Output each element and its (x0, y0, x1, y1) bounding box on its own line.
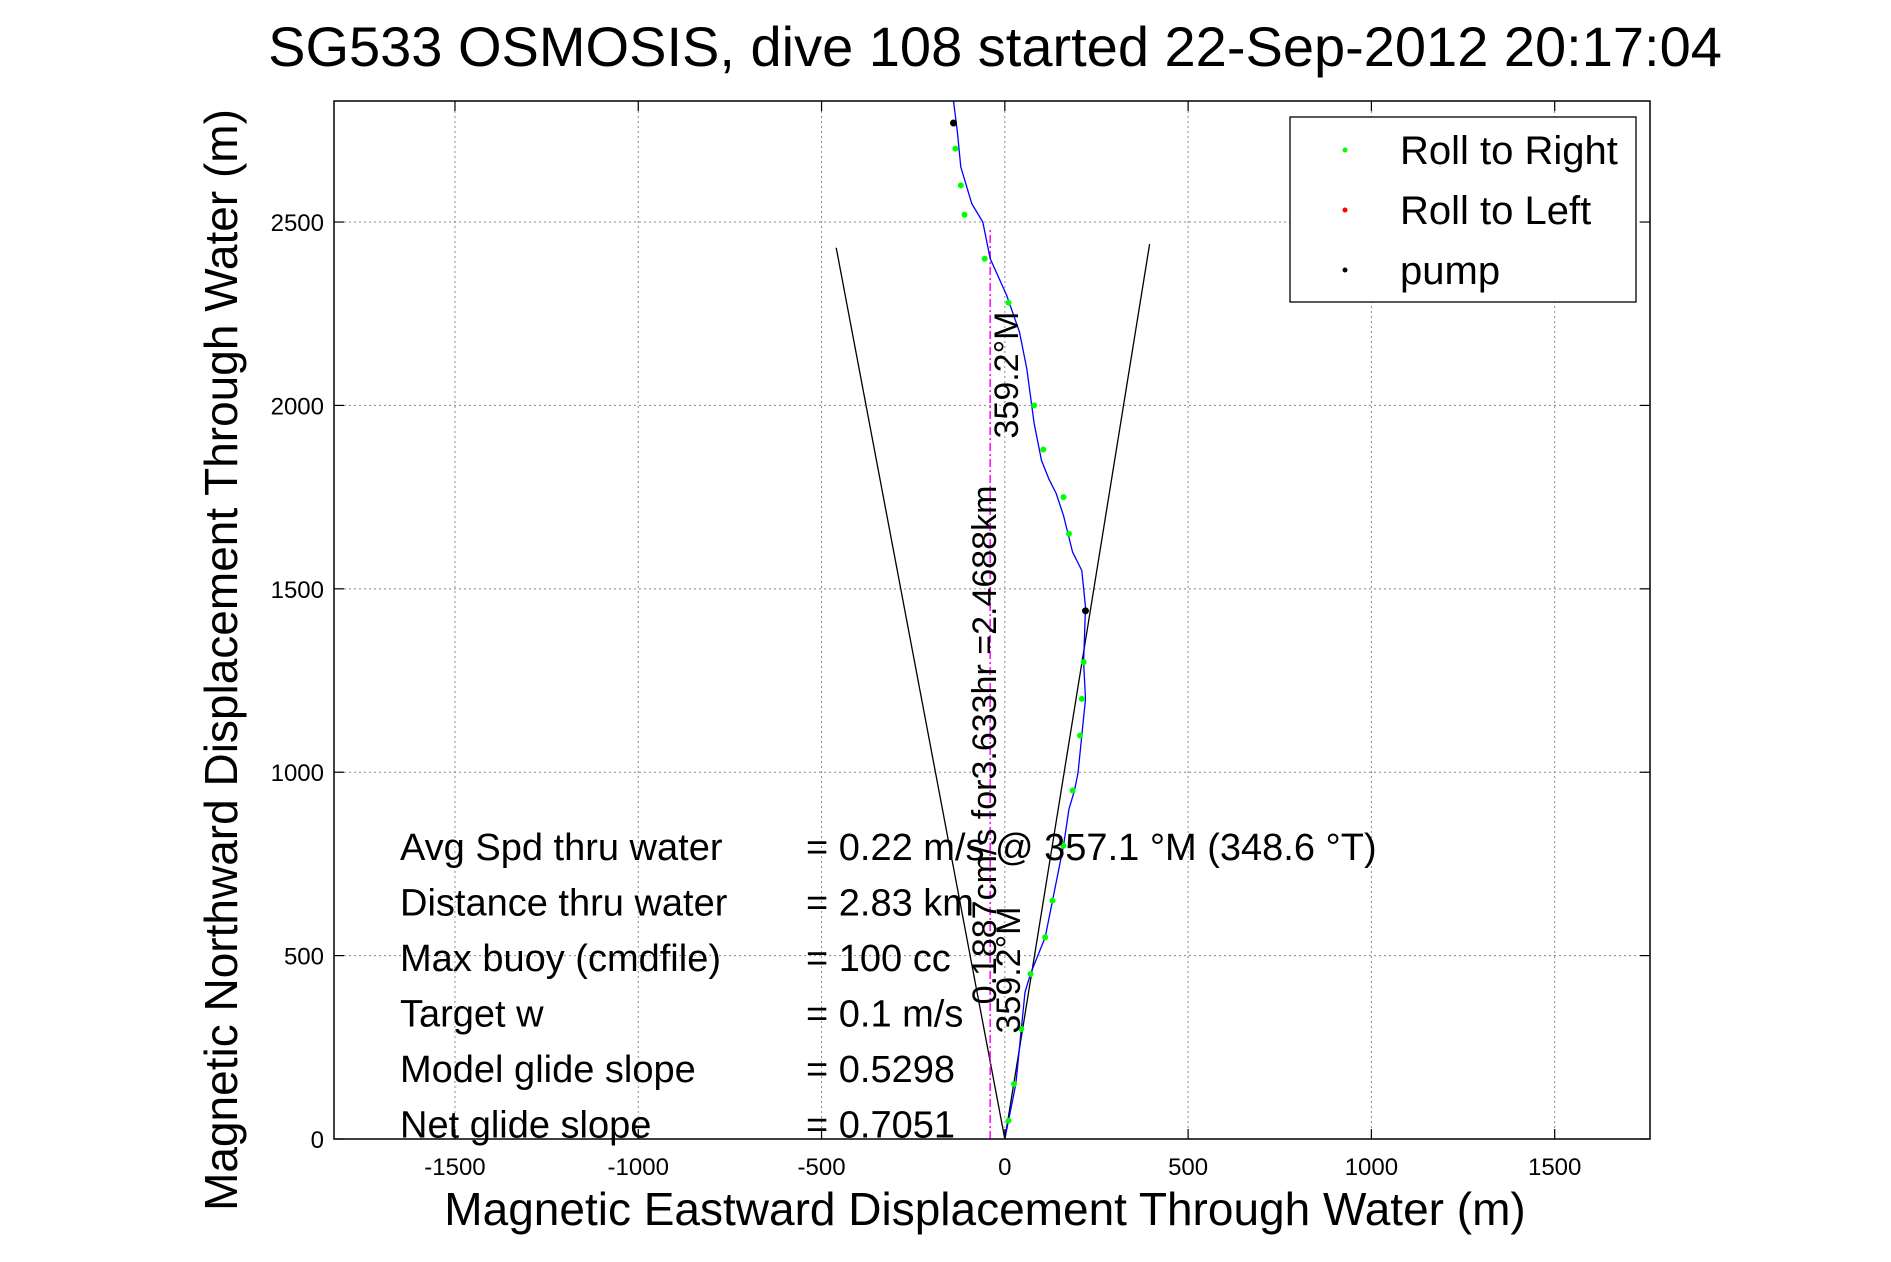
legend-marker (1342, 207, 1348, 213)
roll-right-point (1060, 494, 1067, 501)
stat-value: = 0.7051 (806, 1105, 955, 1147)
stat-value: = 0.22 m/s @ 357.1 °M (348.6 °T) (806, 827, 1377, 869)
roll-right-point (1018, 1025, 1025, 1032)
legend-label: pump (1400, 249, 1500, 293)
stat-label: Distance thru water (400, 883, 728, 925)
cone-line (1004, 243, 1151, 1140)
stat-label: Avg Spd thru water (400, 827, 723, 869)
y-tick-label: 1000 (271, 760, 324, 787)
legend-label: Roll to Right (1400, 129, 1618, 173)
roll-right-point (1049, 897, 1056, 904)
roll-right-point (957, 182, 964, 189)
stat-value: = 0.5298 (806, 1049, 955, 1091)
x-tick-label: 500 (1168, 1154, 1208, 1181)
plot-frame (333, 100, 1651, 1140)
y-axis-label: Magnetic Northward Displacement Through … (195, 109, 247, 1211)
roll-right-point (1027, 970, 1034, 977)
roll-right-point (1005, 299, 1012, 306)
y-tick-label: 0 (311, 1127, 324, 1154)
x-tick-label: 1500 (1528, 1154, 1581, 1181)
y-tick-label: 500 (284, 944, 324, 971)
roll-right-point (1040, 446, 1047, 453)
glide-cone (835, 243, 1151, 1140)
legend-marker (1342, 147, 1348, 153)
pump-point (1081, 607, 1089, 615)
roll-right-point (1010, 1080, 1017, 1087)
track-line (952, 100, 1087, 1140)
x-tick-label: -500 (798, 1154, 846, 1181)
y-tick-label: 1500 (271, 577, 324, 604)
x-tick-label: 1000 (1345, 1154, 1398, 1181)
roll-right-point (1005, 1117, 1012, 1124)
roll-right-point (981, 255, 988, 262)
axis-ticks: -1500 -1000 -500 0 500 1000 1500 0 500 1000 1500 20… (271, 101, 1650, 1181)
cone-line (835, 247, 1006, 1140)
heading-label-lower: 359.2°M (990, 906, 1028, 1033)
roll-right-point (1069, 787, 1076, 794)
chart-title: SG533 OSMOSIS, dive 108 started 22-Sep-2… (268, 15, 1722, 78)
x-tick-label: -1000 (608, 1154, 669, 1181)
roll-right-point (952, 145, 959, 152)
points-group (950, 119, 1089, 1124)
stats-block: Avg Spd thru water = 0.22 m/s @ 357.1 °M … (400, 827, 1377, 1147)
roll-right-point (1042, 934, 1049, 941)
track-group (952, 100, 1087, 1140)
y-tick-label: 2500 (271, 210, 324, 237)
x-tick-label: 0 (998, 1154, 1011, 1181)
stat-label: Target w (400, 994, 544, 1036)
legend-box (1289, 116, 1637, 303)
stat-label: Max buoy (cmdfile) (400, 938, 721, 980)
stat-value: = 100 cc (806, 938, 951, 980)
stat-label: Net glide slope (400, 1105, 651, 1147)
roll-right-point (1076, 732, 1083, 739)
speed-time-label: 0.1887cm/s for3.633hr =2.4688km (966, 486, 1004, 1005)
stat-label: Model glide slope (400, 1049, 696, 1091)
legend-marker (1342, 267, 1348, 273)
pump-point (950, 119, 958, 127)
heading-label-upper: 359.2°M (988, 311, 1026, 438)
roll-right-point (1078, 695, 1085, 702)
legend-label: Roll to Left (1400, 189, 1591, 233)
roll-right-point (1060, 842, 1067, 849)
roll-right-point (961, 211, 968, 218)
stat-value: = 2.83 km (806, 883, 974, 925)
roll-right-point (1065, 530, 1072, 537)
x-tick-label: -1500 (424, 1154, 485, 1181)
y-tick-label: 2000 (271, 393, 324, 420)
roll-right-point (1080, 659, 1087, 666)
legend: Roll to Right Roll to Left pump (1289, 116, 1637, 303)
roll-right-point (1031, 402, 1038, 409)
stat-value: = 0.1 m/s (806, 994, 963, 1036)
x-axis-label: Magnetic Eastward Displacement Through W… (444, 1183, 1525, 1235)
